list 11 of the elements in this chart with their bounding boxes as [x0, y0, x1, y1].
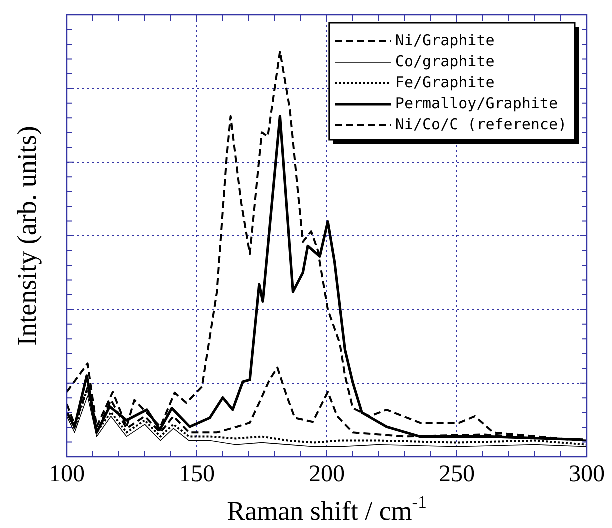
legend-label: Ni/Co/C (reference)	[395, 115, 568, 134]
legend-label: Permalloy/Graphite	[395, 94, 558, 112]
x-tick-label: 250	[439, 462, 475, 488]
x-tick-label: 200	[309, 462, 345, 488]
y-axis-title: Intensity (arb. units)	[12, 126, 42, 346]
legend-label: Ni/Graphite	[395, 31, 495, 50]
x-tick-label: 300	[569, 462, 605, 488]
legend-label: Fe/Graphite	[395, 73, 495, 92]
legend-label: Co/graphite	[395, 52, 495, 70]
x-tick-label: 150	[179, 462, 215, 488]
x-tick-label: 100	[49, 462, 85, 488]
